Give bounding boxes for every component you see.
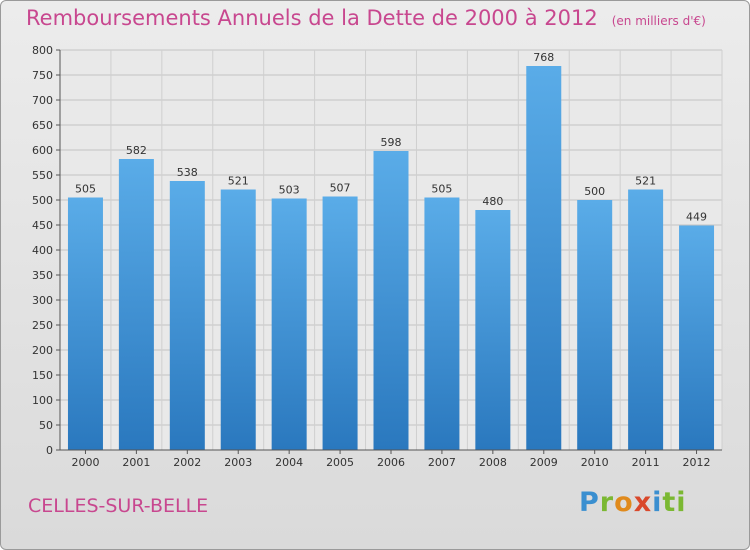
bar-value-label: 480	[482, 195, 503, 208]
y-tick-label: 650	[32, 119, 53, 132]
bar	[577, 200, 613, 450]
x-tick-label: 2000	[71, 456, 99, 469]
x-tick-label: 2011	[632, 456, 660, 469]
chart-title: Remboursements Annuels de la Dette de 20…	[26, 6, 706, 30]
bar-value-label: 598	[381, 136, 402, 149]
bar	[628, 189, 664, 450]
city-name: CELLES-SUR-BELLE	[28, 495, 209, 517]
y-tick-label: 700	[32, 94, 53, 107]
title-text: Remboursements Annuels de la Dette de 20…	[26, 6, 598, 30]
logo-letter: i	[652, 487, 663, 518]
bar	[67, 197, 103, 450]
logo-letter: ti	[662, 487, 687, 518]
bar	[373, 151, 409, 450]
x-tick-label: 2004	[275, 456, 303, 469]
x-tick-label: 2009	[530, 456, 558, 469]
y-tick-label: 250	[32, 319, 53, 332]
bar-value-label: 505	[431, 183, 452, 196]
bar-value-label: 500	[584, 185, 605, 198]
y-tick-label: 50	[39, 419, 53, 432]
y-tick-label: 150	[32, 369, 53, 382]
bar	[322, 196, 358, 450]
x-tick-label: 2012	[683, 456, 711, 469]
y-tick-label: 800	[32, 44, 53, 57]
logo-letter: r	[599, 487, 615, 518]
y-tick-label: 600	[32, 144, 53, 157]
logo-letter: x	[633, 487, 653, 518]
logo-letter: o	[614, 487, 634, 518]
bar	[526, 66, 562, 450]
y-tick-label: 0	[46, 444, 53, 457]
y-tick-label: 300	[32, 294, 53, 307]
bar	[118, 159, 154, 450]
x-tick-label: 2008	[479, 456, 507, 469]
bar-value-label: 582	[126, 144, 147, 157]
bar-value-label: 449	[686, 211, 707, 224]
bar	[424, 197, 460, 450]
y-tick-label: 500	[32, 194, 53, 207]
y-tick-label: 350	[32, 269, 53, 282]
bar	[475, 210, 511, 450]
bar	[220, 189, 256, 450]
logo-letter: P	[579, 487, 600, 518]
x-tick-label: 2007	[428, 456, 456, 469]
bar-value-label: 521	[228, 175, 249, 188]
bar-value-label: 521	[635, 175, 656, 188]
x-tick-label: 2006	[377, 456, 405, 469]
y-tick-label: 550	[32, 169, 53, 182]
bar-value-label: 503	[279, 184, 300, 197]
x-tick-label: 2003	[224, 456, 252, 469]
bar-value-label: 507	[330, 182, 351, 195]
x-tick-label: 2001	[122, 456, 150, 469]
y-tick-label: 450	[32, 219, 53, 232]
x-tick-label: 2002	[173, 456, 201, 469]
x-tick-label: 2010	[581, 456, 609, 469]
bar-value-label: 768	[533, 51, 554, 64]
x-tick-label: 2005	[326, 456, 354, 469]
unit-label: (en milliers d'€)	[611, 14, 706, 28]
y-tick-label: 750	[32, 69, 53, 82]
bar	[169, 181, 205, 450]
y-tick-label: 200	[32, 344, 53, 357]
y-tick-label: 400	[32, 244, 53, 257]
bar-value-label: 505	[75, 183, 96, 196]
bar	[271, 198, 307, 450]
bar-value-label: 538	[177, 166, 198, 179]
proxiti-logo: Proxiti	[579, 487, 687, 518]
bar	[679, 225, 715, 450]
y-tick-label: 100	[32, 394, 53, 407]
